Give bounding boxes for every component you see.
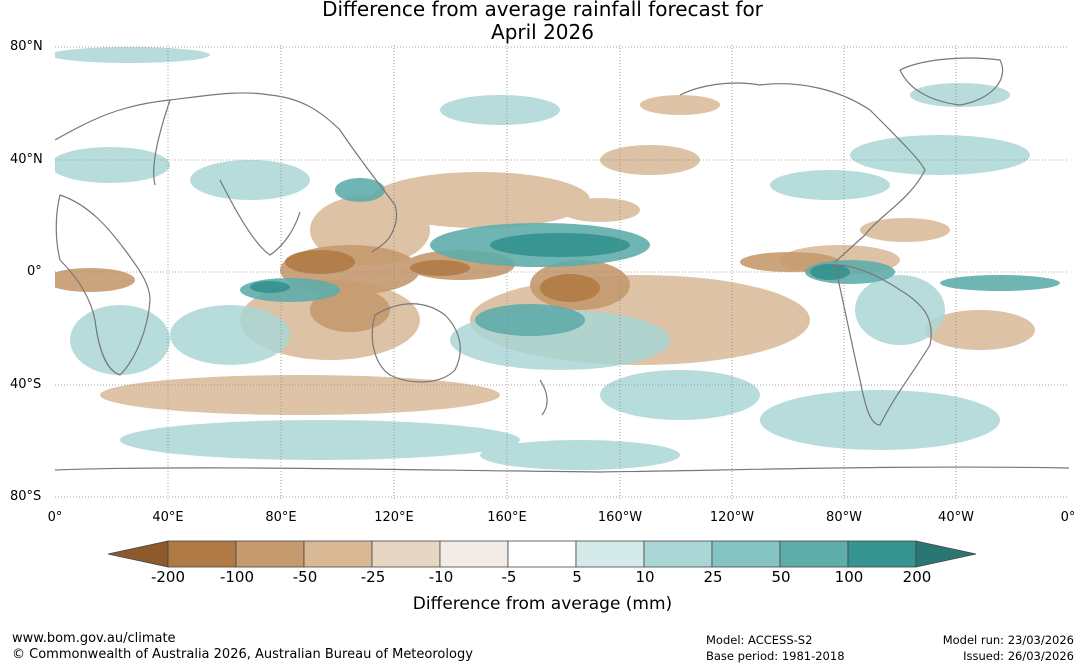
- colorbar-tick-label: -5: [501, 568, 517, 586]
- wet-region: [120, 420, 520, 460]
- coastline-north-america: [679, 82, 926, 263]
- colorbar-segment: [303, 540, 373, 568]
- dry-region: [640, 95, 720, 115]
- colorbar-tick-label: 25: [703, 568, 723, 586]
- lon-label: 160°E: [487, 510, 527, 525]
- lat-label: 80°N: [10, 39, 43, 54]
- lat-label: 40°N: [10, 152, 43, 167]
- coastline-new-zealand: [539, 379, 548, 416]
- model-run-date: Model run: 23/03/2026: [942, 633, 1074, 647]
- lon-label: 120°E: [374, 510, 414, 525]
- coastlines: [55, 57, 1069, 473]
- graticule: [55, 45, 1069, 499]
- colorbar-tick-label: -200: [150, 568, 186, 586]
- anomaly-field: [55, 45, 1069, 499]
- colorbar-extend-max: [915, 540, 977, 568]
- colorbar-tick-label: -10: [428, 568, 454, 586]
- coastline-eurasia: [55, 92, 398, 253]
- wet-region: [910, 83, 1010, 107]
- lat-label: 40°S: [10, 377, 42, 392]
- coastline-india: [219, 179, 301, 256]
- dry-region-strong: [55, 268, 135, 292]
- lon-label: 0°: [1060, 510, 1076, 525]
- wet-region-core: [250, 281, 290, 293]
- lon-label: 40°W: [938, 510, 974, 525]
- wet-region: [440, 95, 560, 125]
- dry-region: [860, 218, 950, 242]
- issued-date: Issued: 26/03/2026: [963, 649, 1074, 663]
- dry-region: [560, 198, 640, 222]
- coastline-south-america: [834, 264, 932, 426]
- wet-region-strong: [335, 178, 385, 202]
- lon-label: 40°E: [152, 510, 184, 525]
- lon-label: 160°W: [597, 510, 643, 525]
- wet-region-strong: [940, 275, 1060, 291]
- wet-region-strong: [475, 304, 585, 336]
- wet-region: [190, 160, 310, 200]
- coastline-greenland: [899, 57, 1004, 106]
- lat-label: 0°: [27, 264, 42, 279]
- wet-region: [70, 305, 170, 375]
- colorbar-segment: [711, 540, 781, 568]
- wet-region: [770, 170, 890, 200]
- colorbar-segment: [167, 540, 237, 568]
- website-link[interactable]: www.bom.gov.au/climate: [12, 631, 176, 646]
- model-name: Model: ACCESS-S2: [706, 633, 813, 647]
- lon-label: 80°W: [826, 510, 862, 525]
- chart-title-line2: April 2026: [491, 20, 594, 44]
- wet-region-core: [490, 233, 630, 257]
- colorbar-tick-label: 50: [771, 568, 791, 586]
- wet-region: [600, 370, 760, 420]
- colorbar-segment: [779, 540, 849, 568]
- wet-region: [855, 275, 945, 345]
- colorbar-extend-min: [107, 540, 169, 568]
- colorbar-tick-label: 200: [902, 568, 932, 586]
- dry-region-core: [410, 260, 470, 276]
- colorbar-segment: [575, 540, 645, 568]
- colorbar-segment: [643, 540, 713, 568]
- dry-region-core: [285, 250, 355, 274]
- coastline-antarctica: [55, 466, 1069, 473]
- coastline-africa: [55, 194, 151, 376]
- coastline-europe: [153, 99, 171, 186]
- lat-label: 80°S: [10, 489, 42, 504]
- colorbar-tick-label: -50: [292, 568, 318, 586]
- colorbar-segment: [371, 540, 441, 568]
- dry-region-strong: [310, 288, 390, 332]
- copyright-text: © Commonwealth of Australia 2026, Austra…: [12, 647, 473, 662]
- colorbar-title: Difference from average (mm): [412, 594, 673, 614]
- wet-region: [850, 135, 1030, 175]
- coastline-australia: [371, 303, 461, 383]
- lon-label: 120°W: [709, 510, 755, 525]
- colorbar-segment: [235, 540, 305, 568]
- colorbar: [107, 540, 977, 568]
- wet-region: [55, 147, 170, 183]
- wet-region: [480, 440, 680, 470]
- wet-region: [170, 305, 290, 365]
- colorbar-segment: [439, 540, 509, 568]
- colorbar-tick-label: 100: [834, 568, 864, 586]
- dry-region: [100, 375, 500, 415]
- colorbar-tick-label: 10: [635, 568, 655, 586]
- lon-label: 0°: [47, 510, 63, 525]
- wet-region: [55, 47, 210, 63]
- colorbar-segment: [847, 540, 917, 568]
- colorbar-tick-label: -100: [219, 568, 255, 586]
- colorbar-segment: [507, 540, 577, 568]
- base-period: Base period: 1981-2018: [706, 649, 845, 663]
- dry-region-core: [540, 274, 600, 302]
- dry-region: [370, 172, 590, 228]
- dry-region: [925, 310, 1035, 350]
- colorbar-tick-label: 5: [572, 568, 582, 586]
- lon-label: 80°E: [265, 510, 297, 525]
- wet-region: [760, 390, 1000, 450]
- chart-title-line1: Difference from average rainfall forecas…: [322, 0, 763, 21]
- colorbar-tick-label: -25: [360, 568, 386, 586]
